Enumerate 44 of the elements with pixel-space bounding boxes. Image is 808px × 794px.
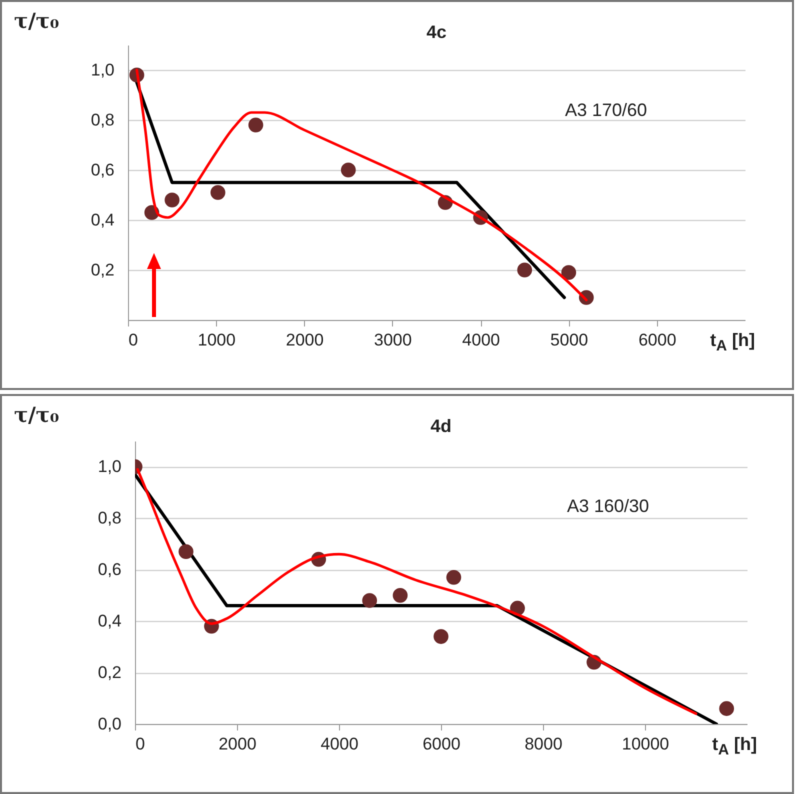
- annotation: A3 170/60: [565, 100, 648, 121]
- x-tick-label: 3000: [374, 330, 412, 350]
- x-tick-label: 2000: [286, 330, 324, 350]
- x-tick-label: 4000: [462, 330, 500, 350]
- point: [210, 185, 226, 200]
- x-tick-label: 8000: [524, 734, 562, 754]
- y-axis-title: τ/τ₀: [14, 8, 60, 33]
- y-tick-label: 0,2: [98, 663, 122, 682]
- x-axis-title: t$_{A}$ [h]: [710, 330, 755, 355]
- chart-title: 4c: [425, 22, 448, 43]
- annotation: A3 160/30: [567, 496, 650, 517]
- point: [517, 262, 532, 278]
- y-tick-label: 0,4: [98, 612, 122, 631]
- x-tick-label: 6000: [422, 734, 460, 754]
- x-tick-label: 0: [136, 734, 145, 754]
- y-tick-label: 0,6: [90, 160, 114, 180]
- x-axis-title: t$_{A}$ [h]: [712, 734, 757, 759]
- x-tick-label: 4000: [320, 734, 358, 754]
- y-tick-label: 0,6: [98, 560, 122, 580]
- y-tick-label: 1,0: [90, 60, 114, 80]
- y-tick-label: 0,8: [98, 508, 122, 528]
- point: [446, 570, 462, 585]
- point: [392, 588, 408, 603]
- x-tick-label: 10000: [622, 734, 670, 754]
- y-tick-label: 0,0: [98, 714, 122, 734]
- point: [362, 593, 378, 608]
- x-tick-label: 6000: [638, 330, 676, 350]
- point: [248, 118, 264, 132]
- y-tick-label: 1,0: [98, 457, 122, 476]
- y-tick-label: 0,2: [90, 260, 114, 280]
- y-tick-label: 0,4: [90, 210, 114, 230]
- x-tick-label: 2000: [218, 734, 256, 754]
- chart-title: 4d: [429, 416, 452, 437]
- point: [164, 192, 180, 208]
- y-axis-title: τ/τ₀: [14, 402, 60, 427]
- point: [434, 629, 448, 644]
- point: [340, 162, 356, 178]
- point: [719, 701, 734, 716]
- y-tick-label: 0,8: [90, 110, 114, 130]
- x-tick-label: 1000: [198, 330, 236, 350]
- x-tick-label: 5000: [550, 330, 588, 350]
- point: [178, 544, 194, 560]
- x-tick-label: 0: [128, 330, 138, 350]
- point: [561, 265, 576, 280]
